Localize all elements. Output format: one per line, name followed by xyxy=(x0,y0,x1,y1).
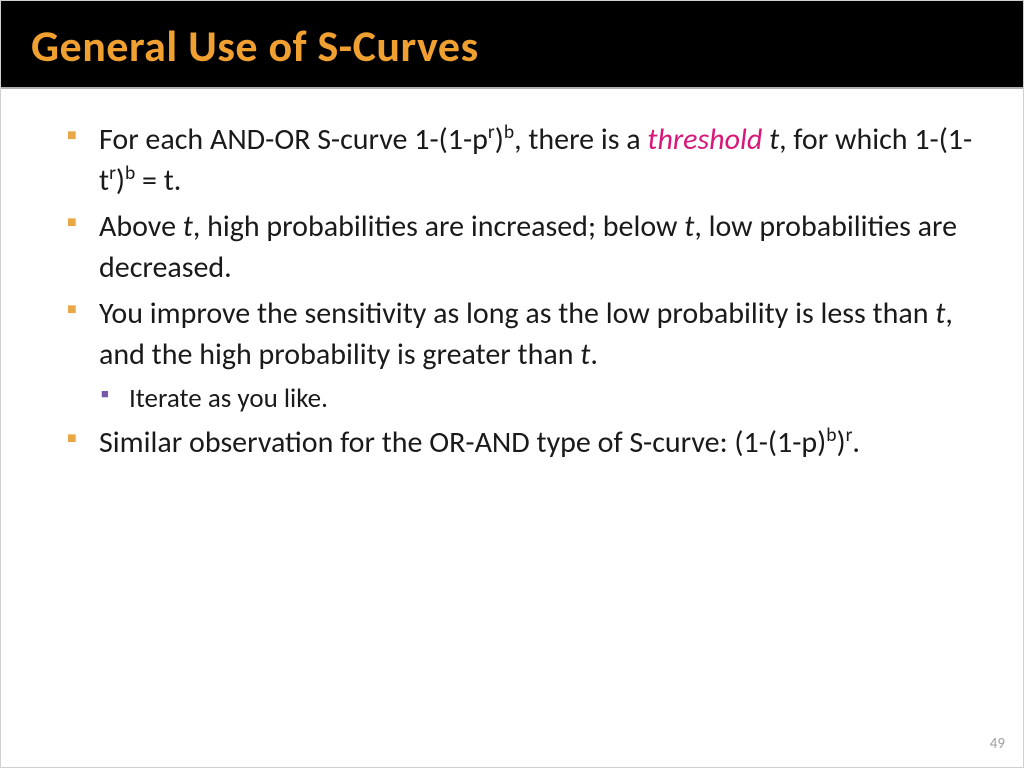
text-fragment: . xyxy=(852,424,860,461)
variable-t: t xyxy=(684,208,694,245)
text-fragment: ) xyxy=(837,424,846,461)
slide-content: For each AND-OR S-curve 1-(1-pr)b, there… xyxy=(1,89,1023,463)
text-fragment: ) xyxy=(116,162,125,199)
superscript: r xyxy=(109,161,116,185)
title-bar: General Use of S-Curves xyxy=(1,1,1023,89)
text-fragment: Iterate as you like. xyxy=(129,382,328,415)
superscript: b xyxy=(826,423,836,447)
superscript: b xyxy=(504,120,514,144)
variable-t: t xyxy=(935,295,945,332)
bullet-item-3: You improve the sensitivity as long as t… xyxy=(61,293,973,376)
bullet-item-2: Above t, high probabilities are increase… xyxy=(61,206,973,289)
superscript: r xyxy=(488,120,495,144)
text-fragment: Above xyxy=(99,208,183,245)
slide-title: General Use of S-Curves xyxy=(31,19,993,73)
superscript: b xyxy=(125,161,135,185)
variable-t: t xyxy=(762,121,779,158)
bullet-item-4: Similar observation for the OR-AND type … xyxy=(61,422,973,463)
text-fragment: , there is a xyxy=(514,121,647,158)
sub-bullet-list: Iterate as you like. xyxy=(61,381,973,417)
sub-bullet-item-1: Iterate as you like. xyxy=(61,381,973,417)
variable-t: t xyxy=(183,208,193,245)
page-number: 49 xyxy=(990,735,1005,753)
text-fragment: . xyxy=(590,336,598,373)
bullet-item-1: For each AND-OR S-curve 1-(1-pr)b, there… xyxy=(61,119,973,202)
text-fragment: Similar observation for the OR-AND type … xyxy=(99,424,826,461)
text-fragment: You improve the sensitivity as long as t… xyxy=(99,295,935,332)
slide: General Use of S-Curves For each AND-OR … xyxy=(0,0,1024,768)
threshold-word: threshold xyxy=(647,121,762,158)
text-fragment: = t. xyxy=(135,162,181,199)
variable-t: t xyxy=(580,336,590,373)
text-fragment: For each AND-OR S-curve 1-(1-p xyxy=(99,121,488,158)
bullet-list: For each AND-OR S-curve 1-(1-pr)b, there… xyxy=(61,119,973,463)
text-fragment: , high probabilities are increased; belo… xyxy=(193,208,684,245)
text-fragment: ) xyxy=(495,121,504,158)
